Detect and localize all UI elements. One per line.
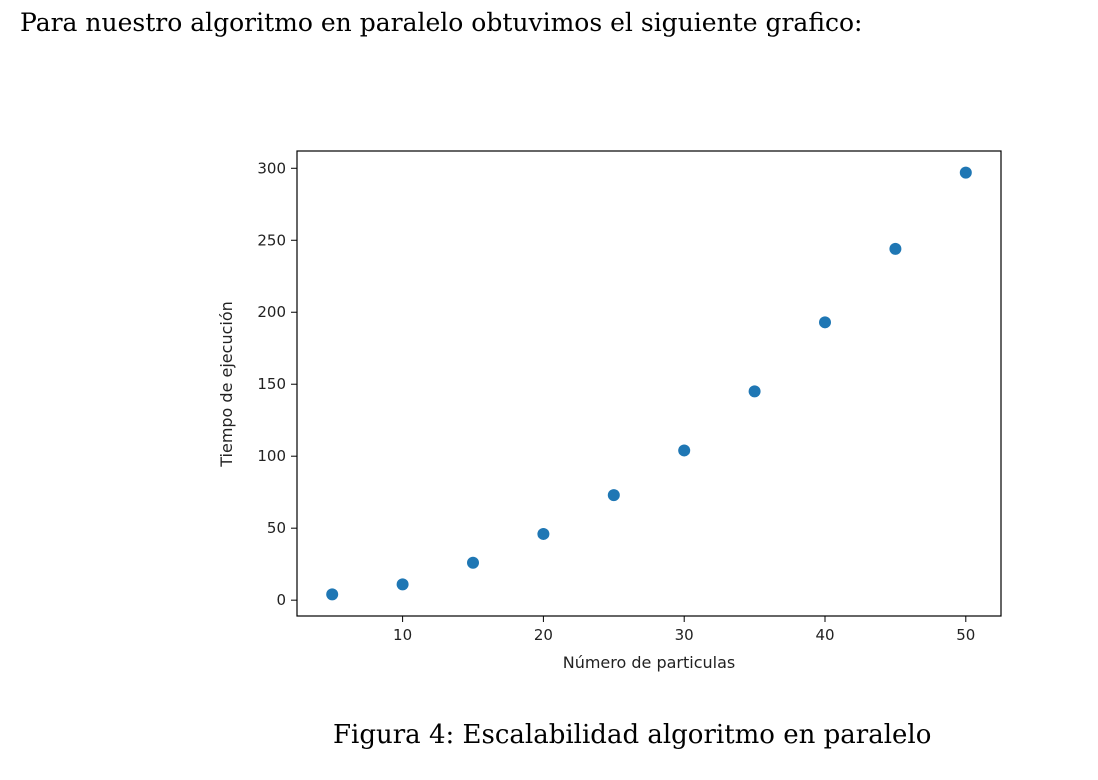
y-tick-label: 200 bbox=[257, 303, 286, 321]
y-tick-label: 50 bbox=[267, 519, 286, 537]
x-tick-label: 30 bbox=[675, 626, 694, 644]
x-axis-label: Número de particulas bbox=[563, 653, 736, 672]
data-point bbox=[819, 316, 831, 329]
x-tick-label: 50 bbox=[956, 626, 975, 644]
plot-frame bbox=[296, 150, 1002, 617]
y-tick-label: 0 bbox=[276, 591, 286, 609]
intro-text: Para nuestro algoritmo en paralelo obtuv… bbox=[20, 8, 863, 37]
figure: 10 20 30 40 50 0 50 100 150 200 250 300 Número de … bbox=[200, 130, 1020, 690]
y-tick-label: 250 bbox=[257, 231, 286, 249]
y-tick-label: 150 bbox=[257, 375, 286, 393]
y-tick-label: 300 bbox=[257, 159, 286, 177]
x-tick-label: 20 bbox=[534, 626, 553, 644]
data-point bbox=[467, 556, 479, 569]
figure-caption: Figura 4: Escalabilidad algoritmo en par… bbox=[333, 720, 932, 750]
y-axis-label: Tiempo de ejecución bbox=[217, 301, 236, 468]
data-point bbox=[748, 385, 761, 398]
data-point bbox=[326, 588, 339, 601]
data-point bbox=[959, 166, 972, 179]
data-points bbox=[326, 166, 972, 601]
data-point bbox=[889, 242, 902, 255]
data-point bbox=[607, 489, 620, 502]
data-point bbox=[678, 444, 691, 457]
x-tick-label: 10 bbox=[393, 626, 412, 644]
data-point bbox=[537, 527, 550, 540]
x-tick-label: 40 bbox=[815, 626, 834, 644]
data-point bbox=[396, 578, 409, 591]
y-tick-label: 100 bbox=[257, 447, 286, 465]
scatter-chart: 10 20 30 40 50 0 50 100 150 200 250 300 Número de … bbox=[217, 150, 1002, 672]
y-axis-ticks: 0 50 100 150 200 250 300 bbox=[257, 159, 297, 609]
x-axis-ticks: 10 20 30 40 50 bbox=[393, 616, 975, 644]
